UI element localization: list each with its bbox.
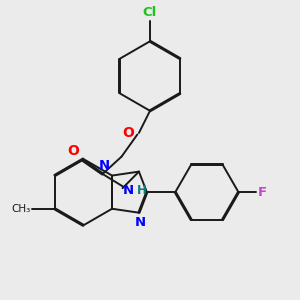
Text: H: H bbox=[136, 184, 146, 197]
Text: N: N bbox=[99, 159, 110, 172]
Text: N: N bbox=[135, 217, 146, 230]
Text: CH₃: CH₃ bbox=[12, 204, 31, 214]
Text: N: N bbox=[123, 184, 134, 197]
Text: Cl: Cl bbox=[143, 6, 157, 19]
Text: O: O bbox=[122, 126, 134, 140]
Text: F: F bbox=[258, 186, 267, 199]
Text: O: O bbox=[67, 144, 79, 158]
